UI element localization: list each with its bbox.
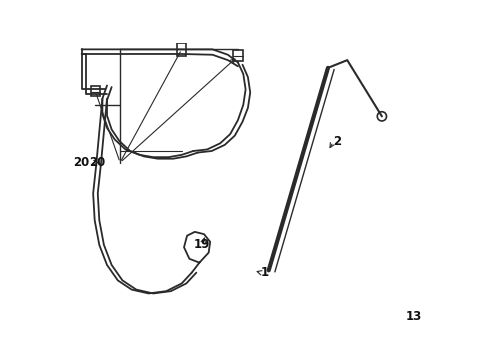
Bar	[233, 50, 242, 61]
Bar	[91, 86, 100, 96]
Text: 19: 19	[193, 238, 210, 251]
Text: 1: 1	[260, 266, 268, 279]
Text: 20: 20	[73, 156, 89, 169]
Text: 20: 20	[89, 156, 105, 169]
Bar	[177, 43, 186, 55]
Text: 13: 13	[405, 310, 421, 323]
Text: 2: 2	[332, 135, 341, 148]
